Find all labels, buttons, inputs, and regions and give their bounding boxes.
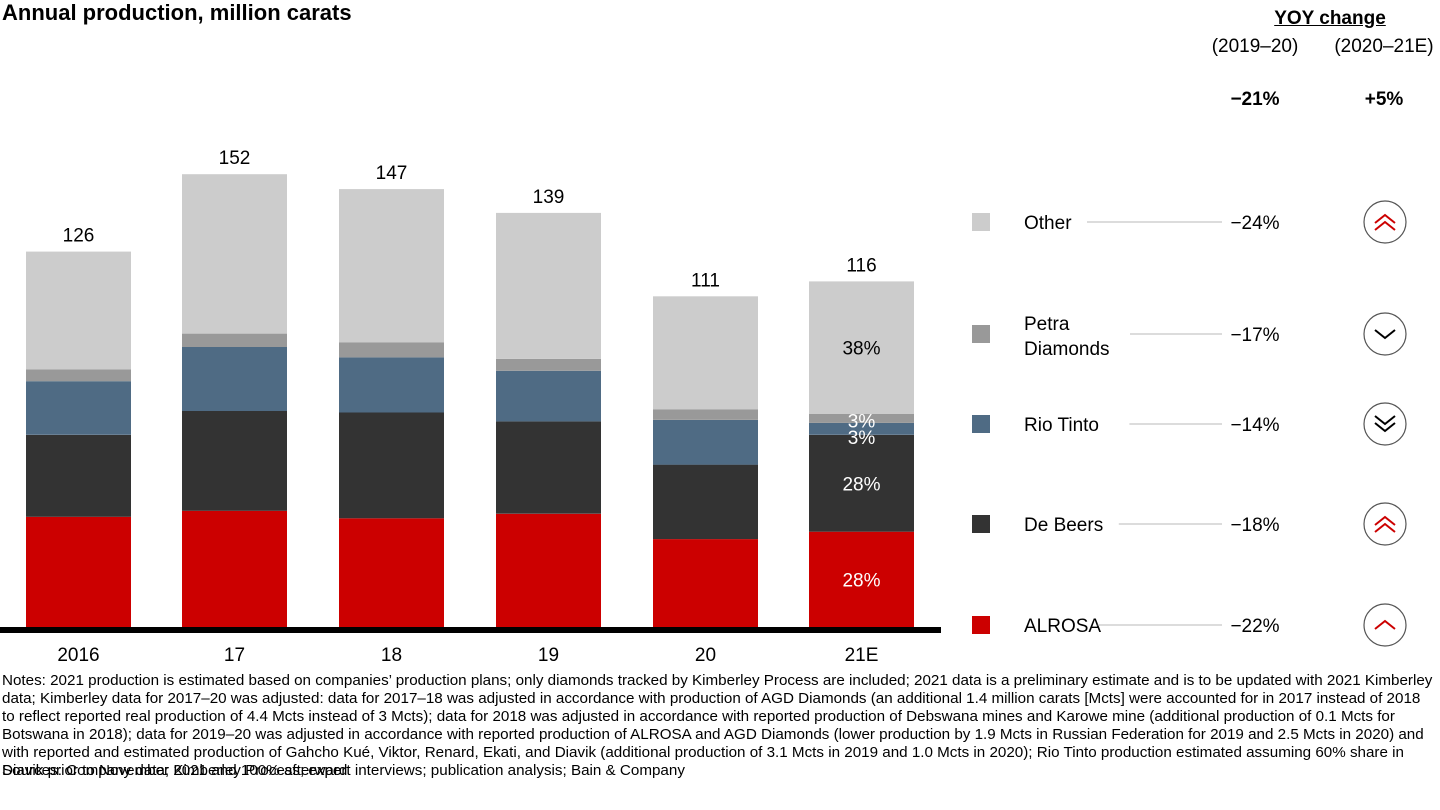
bar-segment-alrosa-20 <box>653 539 758 627</box>
chevron-up-icon <box>1363 603 1407 647</box>
bar-segment-rio-tinto-18 <box>339 357 444 413</box>
legend-swatch-rio-tinto <box>972 415 990 433</box>
bar-segment-other-18 <box>339 189 444 343</box>
bar-segment-petra-diamonds-17 <box>182 333 287 347</box>
bar-segment-alrosa-17 <box>182 510 287 627</box>
bar-segment-alrosa-19 <box>496 513 601 627</box>
bar-segment-alrosa-21e <box>809 531 914 627</box>
double-chevron-up-icon <box>1363 200 1407 244</box>
x-tick-label-21e: 21E <box>845 645 879 666</box>
legend-swatch-petra-diamonds <box>972 325 990 343</box>
legend-swatch-other <box>972 213 990 231</box>
bar-segment-petra-diamonds-19 <box>496 358 601 371</box>
bar-segment-de-beers-21e <box>809 434 914 532</box>
bar-segment-rio-tinto-21e <box>809 422 914 435</box>
segment-label-rio-tinto-21e: 3% <box>848 428 876 449</box>
legend-row-petra-diamonds: Petra Diamonds −17% <box>972 312 1407 360</box>
bar-segment-other-19 <box>496 212 601 359</box>
bar-segment-petra-diamonds-20 <box>653 409 758 420</box>
chart-title: Annual production, million carats <box>2 0 352 25</box>
x-tick-label-19: 19 <box>538 645 559 666</box>
bar-segment-de-beers-17 <box>182 411 287 511</box>
bar-segment-de-beers-18 <box>339 412 444 519</box>
segment-label-de-beers-21e: 28% <box>842 474 880 495</box>
bar-segment-de-beers-2016 <box>26 434 131 517</box>
legend-label-de-beers: De Beers <box>1024 515 1103 536</box>
bar-segment-petra-diamonds-2016 <box>26 369 131 382</box>
legend-label-rio-tinto: Rio Tinto <box>1024 415 1099 436</box>
segment-label-alrosa-21e: 28% <box>842 570 880 591</box>
bar-segment-de-beers-20 <box>653 464 758 540</box>
bar-segment-rio-tinto-17 <box>182 347 287 411</box>
double-chevron-up-icon <box>1363 502 1407 546</box>
legend-swatch-alrosa <box>972 616 990 634</box>
legend-label-petra-diamonds: Petra Diamonds <box>1024 314 1110 360</box>
yoy-change-alrosa: −22% <box>1230 616 1279 637</box>
yoy-change-title: YOY change <box>1274 8 1386 29</box>
legend-row-de-beers: De Beers −18% <box>972 502 1407 546</box>
bar-segment-alrosa-2016 <box>26 516 131 627</box>
yoy-change-rio-tinto: −14% <box>1230 415 1279 436</box>
bar-total-label-19: 139 <box>533 187 565 208</box>
yoy-period-2020-21e: (2020–21E) <box>1334 36 1434 57</box>
bar-total-label-2016: 126 <box>63 226 95 247</box>
legend-label-alrosa: ALROSA <box>1024 616 1101 637</box>
yoy-change-de-beers: −18% <box>1230 515 1279 536</box>
bar-total-label-20: 111 <box>691 270 720 291</box>
bar-segment-petra-diamonds-18 <box>339 342 444 358</box>
bar-segment-other-20 <box>653 296 758 410</box>
segment-label-petra-diamonds-21e: 3% <box>848 412 876 433</box>
double-chevron-down-icon <box>1363 402 1407 446</box>
yoy-period-2019-20: (2019–20) <box>1211 36 1299 57</box>
bar-segment-alrosa-18 <box>339 518 444 627</box>
bar-segment-other-2016 <box>26 251 131 370</box>
bar-segment-rio-tinto-2016 <box>26 381 131 435</box>
segment-label-other-21e: 38% <box>842 339 880 360</box>
x-axis-line <box>0 627 941 633</box>
bar-segment-other-17 <box>182 174 287 334</box>
bars-layer: 126 2016 152 17 147 18 139 19 111 20 28% 28% 3%3% 38%… <box>26 148 914 666</box>
legend-swatch-de-beers <box>972 515 990 533</box>
x-tick-label-20: 20 <box>695 645 716 666</box>
legend-layer: Other −24% Petra Diamonds −17% Rio Tinto −14% D… <box>972 200 1407 647</box>
yoy-total-2020-21e: +5% <box>1364 89 1404 110</box>
footnotes: Notes: 2021 production is estimated base… <box>2 672 1433 779</box>
bar-segment-de-beers-19 <box>496 421 601 514</box>
legend-row-rio-tinto: Rio Tinto −14% <box>972 402 1407 446</box>
legend-row-other: Other −24% <box>972 200 1407 244</box>
bar-total-label-17: 152 <box>219 148 251 169</box>
sources: Sources: Company data; Kimberley Process… <box>2 762 685 779</box>
yoy-change-other: −24% <box>1230 213 1279 234</box>
stacked-bar-chart: 126 2016 152 17 147 18 139 19 111 20 28% 28% 3%3% 38%… <box>0 148 1407 666</box>
bar-segment-other-21e <box>809 281 914 414</box>
legend-label-other: Other <box>1024 213 1072 234</box>
bar-segment-petra-diamonds-21e <box>809 414 914 423</box>
legend-row-alrosa: ALROSA −22% <box>972 603 1407 647</box>
bar-total-label-18: 147 <box>376 163 408 184</box>
yoy-total-2019-20: −21% <box>1230 89 1280 110</box>
bar-total-label-21e: 116 <box>846 255 876 276</box>
x-tick-label-18: 18 <box>381 645 402 666</box>
x-tick-label-2016: 2016 <box>57 645 99 666</box>
bar-segment-rio-tinto-19 <box>496 370 601 422</box>
yoy-change-petra-diamonds: −17% <box>1230 325 1279 346</box>
bar-segment-rio-tinto-20 <box>653 420 758 465</box>
x-tick-label-17: 17 <box>224 645 245 666</box>
chevron-down-icon <box>1363 312 1407 356</box>
